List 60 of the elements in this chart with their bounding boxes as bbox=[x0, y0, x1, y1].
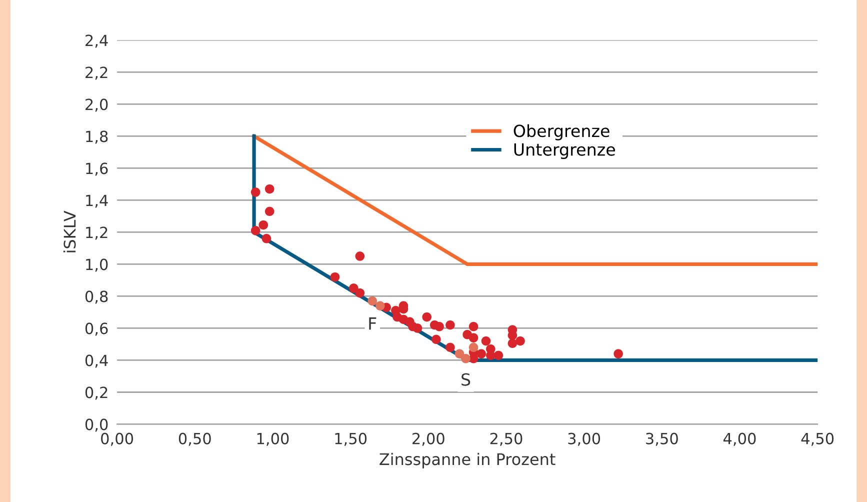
y-tick-label: 2,2 bbox=[86, 66, 108, 80]
y-tick-label: 2,0 bbox=[86, 98, 108, 112]
point bbox=[434, 322, 444, 332]
point bbox=[422, 312, 432, 322]
x-tick-label: 3,50 bbox=[646, 432, 678, 446]
x-tick-label: 3,00 bbox=[568, 432, 600, 446]
y-tick-label: 0,8 bbox=[85, 290, 108, 304]
x-tick-label: 1,00 bbox=[257, 432, 289, 446]
y-tick-label: 0,2 bbox=[85, 386, 108, 400]
y-tick-label: 1,8 bbox=[86, 130, 108, 144]
point bbox=[446, 342, 455, 352]
y-tick-label: 1,6 bbox=[86, 162, 108, 176]
point bbox=[264, 184, 274, 194]
y-tick-label: 2,4 bbox=[86, 34, 108, 48]
point bbox=[368, 296, 378, 306]
annotation: S bbox=[462, 373, 470, 386]
x-tick-label: 4,50 bbox=[801, 432, 834, 446]
point bbox=[481, 336, 491, 346]
point bbox=[508, 338, 518, 348]
point bbox=[614, 349, 623, 358]
point bbox=[375, 301, 385, 310]
point bbox=[468, 354, 478, 364]
y-tick-label: 1,0 bbox=[86, 258, 108, 272]
point bbox=[355, 288, 365, 298]
y-tick-label: 0,4 bbox=[85, 354, 108, 368]
point bbox=[355, 252, 365, 261]
y-tick-label: 1,2 bbox=[86, 226, 108, 240]
y-axis-title: iSKLV bbox=[63, 210, 76, 252]
point bbox=[432, 334, 441, 344]
point bbox=[454, 349, 464, 358]
point bbox=[486, 350, 496, 360]
point bbox=[468, 322, 478, 332]
x-tick-label: 0,00 bbox=[101, 432, 134, 446]
x-tick-label: 2,00 bbox=[412, 432, 444, 446]
point bbox=[468, 342, 478, 352]
point bbox=[476, 349, 486, 358]
point bbox=[264, 206, 274, 216]
x-axis-title: Zinsspanne in Prozent bbox=[380, 452, 556, 468]
y-tick-label: 0,0 bbox=[85, 418, 108, 432]
point bbox=[330, 272, 340, 282]
y-tick-label: 0,6 bbox=[85, 322, 108, 336]
point bbox=[446, 320, 455, 330]
x-tick-label: 2,50 bbox=[490, 432, 522, 446]
point bbox=[262, 234, 272, 244]
point bbox=[412, 324, 422, 333]
point bbox=[516, 336, 525, 346]
point bbox=[349, 284, 358, 293]
point bbox=[250, 226, 260, 236]
y-tick-label: 1,4 bbox=[86, 194, 108, 208]
annotation: F bbox=[369, 317, 376, 330]
point bbox=[258, 220, 268, 230]
legend-label: Untergrenze bbox=[514, 143, 615, 160]
x-tick-label: 0,50 bbox=[178, 432, 211, 446]
x-tick-label: 1,50 bbox=[335, 432, 367, 446]
point bbox=[250, 188, 260, 197]
point bbox=[494, 350, 504, 360]
x-tick-label: 4,00 bbox=[723, 432, 756, 446]
point bbox=[461, 354, 470, 364]
point bbox=[468, 333, 478, 342]
legend-label: Obergrenze bbox=[514, 124, 610, 140]
